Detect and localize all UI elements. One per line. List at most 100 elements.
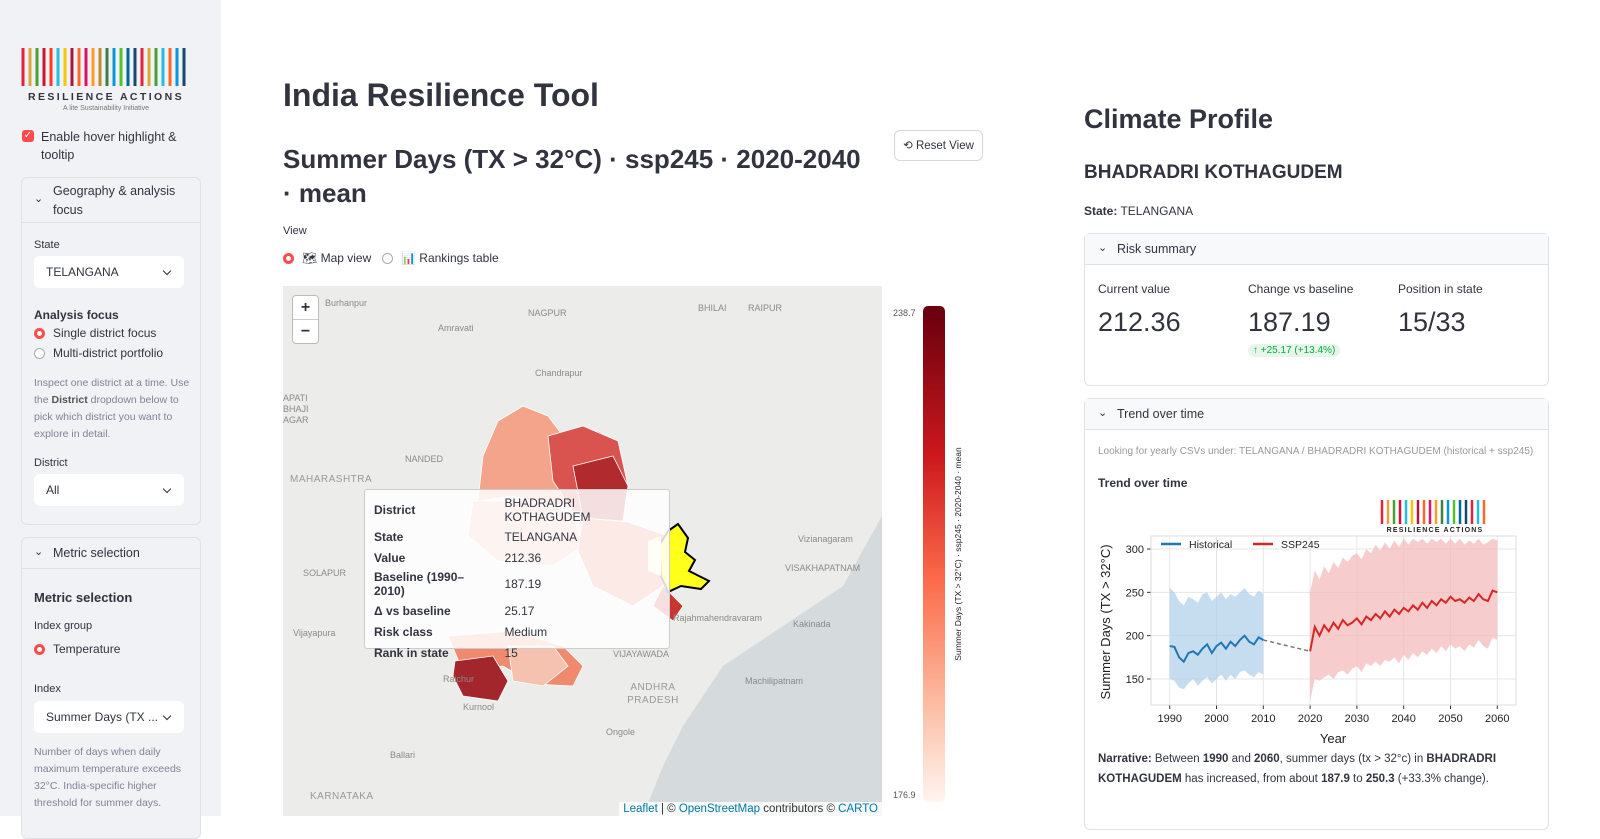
- expander-title[interactable]: Risk summary: [1117, 242, 1196, 256]
- label: View: [283, 225, 307, 237]
- label: District: [34, 457, 68, 469]
- place-label: APATI: [283, 393, 308, 403]
- tooltip-value: Medium: [497, 621, 667, 642]
- metric-label: Position in state: [1398, 282, 1483, 296]
- sidebar: RESILIENCE ACTIONS A lite Sustainability…: [0, 0, 221, 816]
- place-label: NANDED: [405, 454, 443, 464]
- x-tick-label: 1990: [1157, 713, 1181, 725]
- metric-value: 187.19: [1248, 307, 1331, 338]
- zoom-control: + −: [292, 295, 319, 344]
- place-label: RAIPUR: [748, 303, 782, 313]
- colorbar-max: 238.7: [893, 308, 916, 318]
- place-label: Amravati: [438, 323, 474, 333]
- tooltip-key: Rank in state: [367, 642, 497, 663]
- hover-toggle-label[interactable]: Enable hover highlight & tooltip: [41, 128, 181, 164]
- risk-summary: ⌄ Risk summary Current value 212.36 Chan…: [1084, 233, 1549, 386]
- confidence-band: [1170, 588, 1264, 689]
- x-tick-label: 2040: [1391, 713, 1415, 725]
- tooltip-value: TELANGANA: [497, 526, 667, 547]
- help-text: Number of days when daily maximum temper…: [34, 744, 184, 812]
- reset-button[interactable]: ⟲ Reset View: [894, 130, 983, 161]
- tooltip-value: 25.17: [497, 600, 667, 621]
- radio-label[interactable]: 📊 Rankings table: [401, 251, 499, 265]
- metric-value: 15/33: [1398, 307, 1466, 338]
- radio[interactable]: [34, 328, 45, 339]
- tooltip-value: BHADRADRI KOTHAGUDEM: [497, 494, 667, 526]
- place-label: Kurnool: [463, 702, 494, 712]
- place-label: VISAKHAPATNAM: [785, 563, 860, 573]
- logo-bars: [20, 44, 192, 90]
- radio[interactable]: [283, 253, 294, 264]
- narrative-part: Between: [1152, 753, 1203, 765]
- narrative-part: 1990: [1203, 753, 1229, 765]
- place-label: Chandrapur: [535, 368, 583, 378]
- state-select[interactable]: TELANGANA: [34, 256, 184, 288]
- plot: 1502002503001990200020102020203020402050…: [1126, 536, 1516, 725]
- tooltip: DistrictBHADRADRI KOTHAGUDEM StateTELANG…: [364, 489, 670, 649]
- region-label: ANDHRA PRADESH: [623, 681, 683, 707]
- place-label: Machilipatnam: [745, 676, 803, 686]
- expander-title[interactable]: Trend over time: [1117, 407, 1204, 421]
- profile-title: Climate Profile: [1084, 104, 1273, 135]
- icon: ⟲: [903, 140, 916, 152]
- radio-label[interactable]: Single district focus: [53, 326, 156, 340]
- radio[interactable]: [34, 644, 45, 655]
- map[interactable]: Burhanpur NAGPUR BHILAI RAIPUR Amravati …: [283, 286, 882, 816]
- text: | ©: [658, 803, 679, 815]
- narrative-part: to: [1350, 773, 1366, 785]
- place-label: AGAR: [283, 415, 309, 425]
- expander-header[interactable]: ⌄ Geography & analysis focus: [22, 178, 200, 223]
- place-label: Rajahmahendravaram: [673, 613, 762, 623]
- tooltip-key: Risk class: [367, 621, 497, 642]
- zoom-in[interactable]: +: [293, 296, 318, 320]
- expander-title[interactable]: Geography & analysis focus: [53, 182, 183, 220]
- tooltip-key: Value: [367, 547, 497, 568]
- district-select[interactable]: All: [34, 474, 184, 506]
- help-text: Inspect one district at a time. Use the …: [34, 375, 194, 443]
- zoom-out[interactable]: −: [293, 320, 318, 343]
- link[interactable]: Leaflet: [623, 803, 658, 815]
- radio-label[interactable]: 🗺 Map view: [302, 251, 371, 265]
- x-axis-label: Year: [1320, 731, 1347, 746]
- tooltip-value: 15: [497, 642, 667, 663]
- colorbar: [923, 306, 945, 802]
- radio[interactable]: [382, 253, 393, 264]
- tooltip-key: State: [367, 526, 497, 547]
- colorbar-min: 176.9: [893, 790, 916, 800]
- expander-title[interactable]: Metric selection: [53, 546, 140, 560]
- logo-name: RESILIENCE ACTIONS: [20, 91, 192, 103]
- logo-mini-name: RESILIENCE ACTIONS: [1387, 527, 1484, 534]
- button-label[interactable]: Reset View: [916, 140, 974, 152]
- logo-mini: [1382, 500, 1484, 524]
- page-title: India Resilience Tool: [283, 77, 599, 114]
- label: State: [34, 239, 60, 251]
- expander-header[interactable]: ⌄ Metric selection: [22, 538, 200, 569]
- y-tick-label: 150: [1126, 674, 1144, 686]
- expander-header[interactable]: ⌄ Trend over time: [1085, 399, 1548, 430]
- help-part: District: [52, 394, 88, 406]
- narrative-part: (+33.3% change).: [1395, 773, 1489, 785]
- place-label: Ongole: [606, 727, 635, 737]
- chart-subtitle: Trend over time: [1098, 476, 1187, 490]
- x-tick-label: 2030: [1345, 713, 1369, 725]
- info-text: Looking for yearly CSVs under: TELANGANA…: [1098, 446, 1533, 457]
- radio-label[interactable]: Temperature: [53, 642, 120, 656]
- y-tick-label: 200: [1126, 631, 1144, 643]
- narrative-part: 187.9: [1321, 773, 1350, 785]
- colorbar-label: Summer Days (TX > 32°C) · ssp245 · 2020-…: [953, 447, 963, 660]
- connector: [1263, 640, 1310, 651]
- index-select[interactable]: Summer Days (TX ...: [34, 701, 184, 733]
- section-title: Metric selection: [34, 590, 132, 605]
- checkbox[interactable]: ✓: [22, 130, 34, 142]
- place-label: Ballari: [390, 750, 415, 760]
- radio-label[interactable]: Multi-district portfolio: [53, 346, 163, 360]
- metric-label: Change vs baseline: [1248, 282, 1353, 296]
- trend-chart: 1502002503001990200020102020203020402050…: [1090, 500, 1540, 752]
- radio[interactable]: [34, 348, 45, 359]
- link[interactable]: CARTO: [838, 803, 878, 815]
- tooltip-value: 212.36: [497, 547, 667, 568]
- logo-tagline: A lite Sustainability Initiative: [20, 105, 192, 112]
- place-label: Vizianagaram: [798, 534, 853, 544]
- link[interactable]: OpenStreetMap: [679, 803, 760, 815]
- expander-header[interactable]: ⌄ Risk summary: [1085, 234, 1548, 265]
